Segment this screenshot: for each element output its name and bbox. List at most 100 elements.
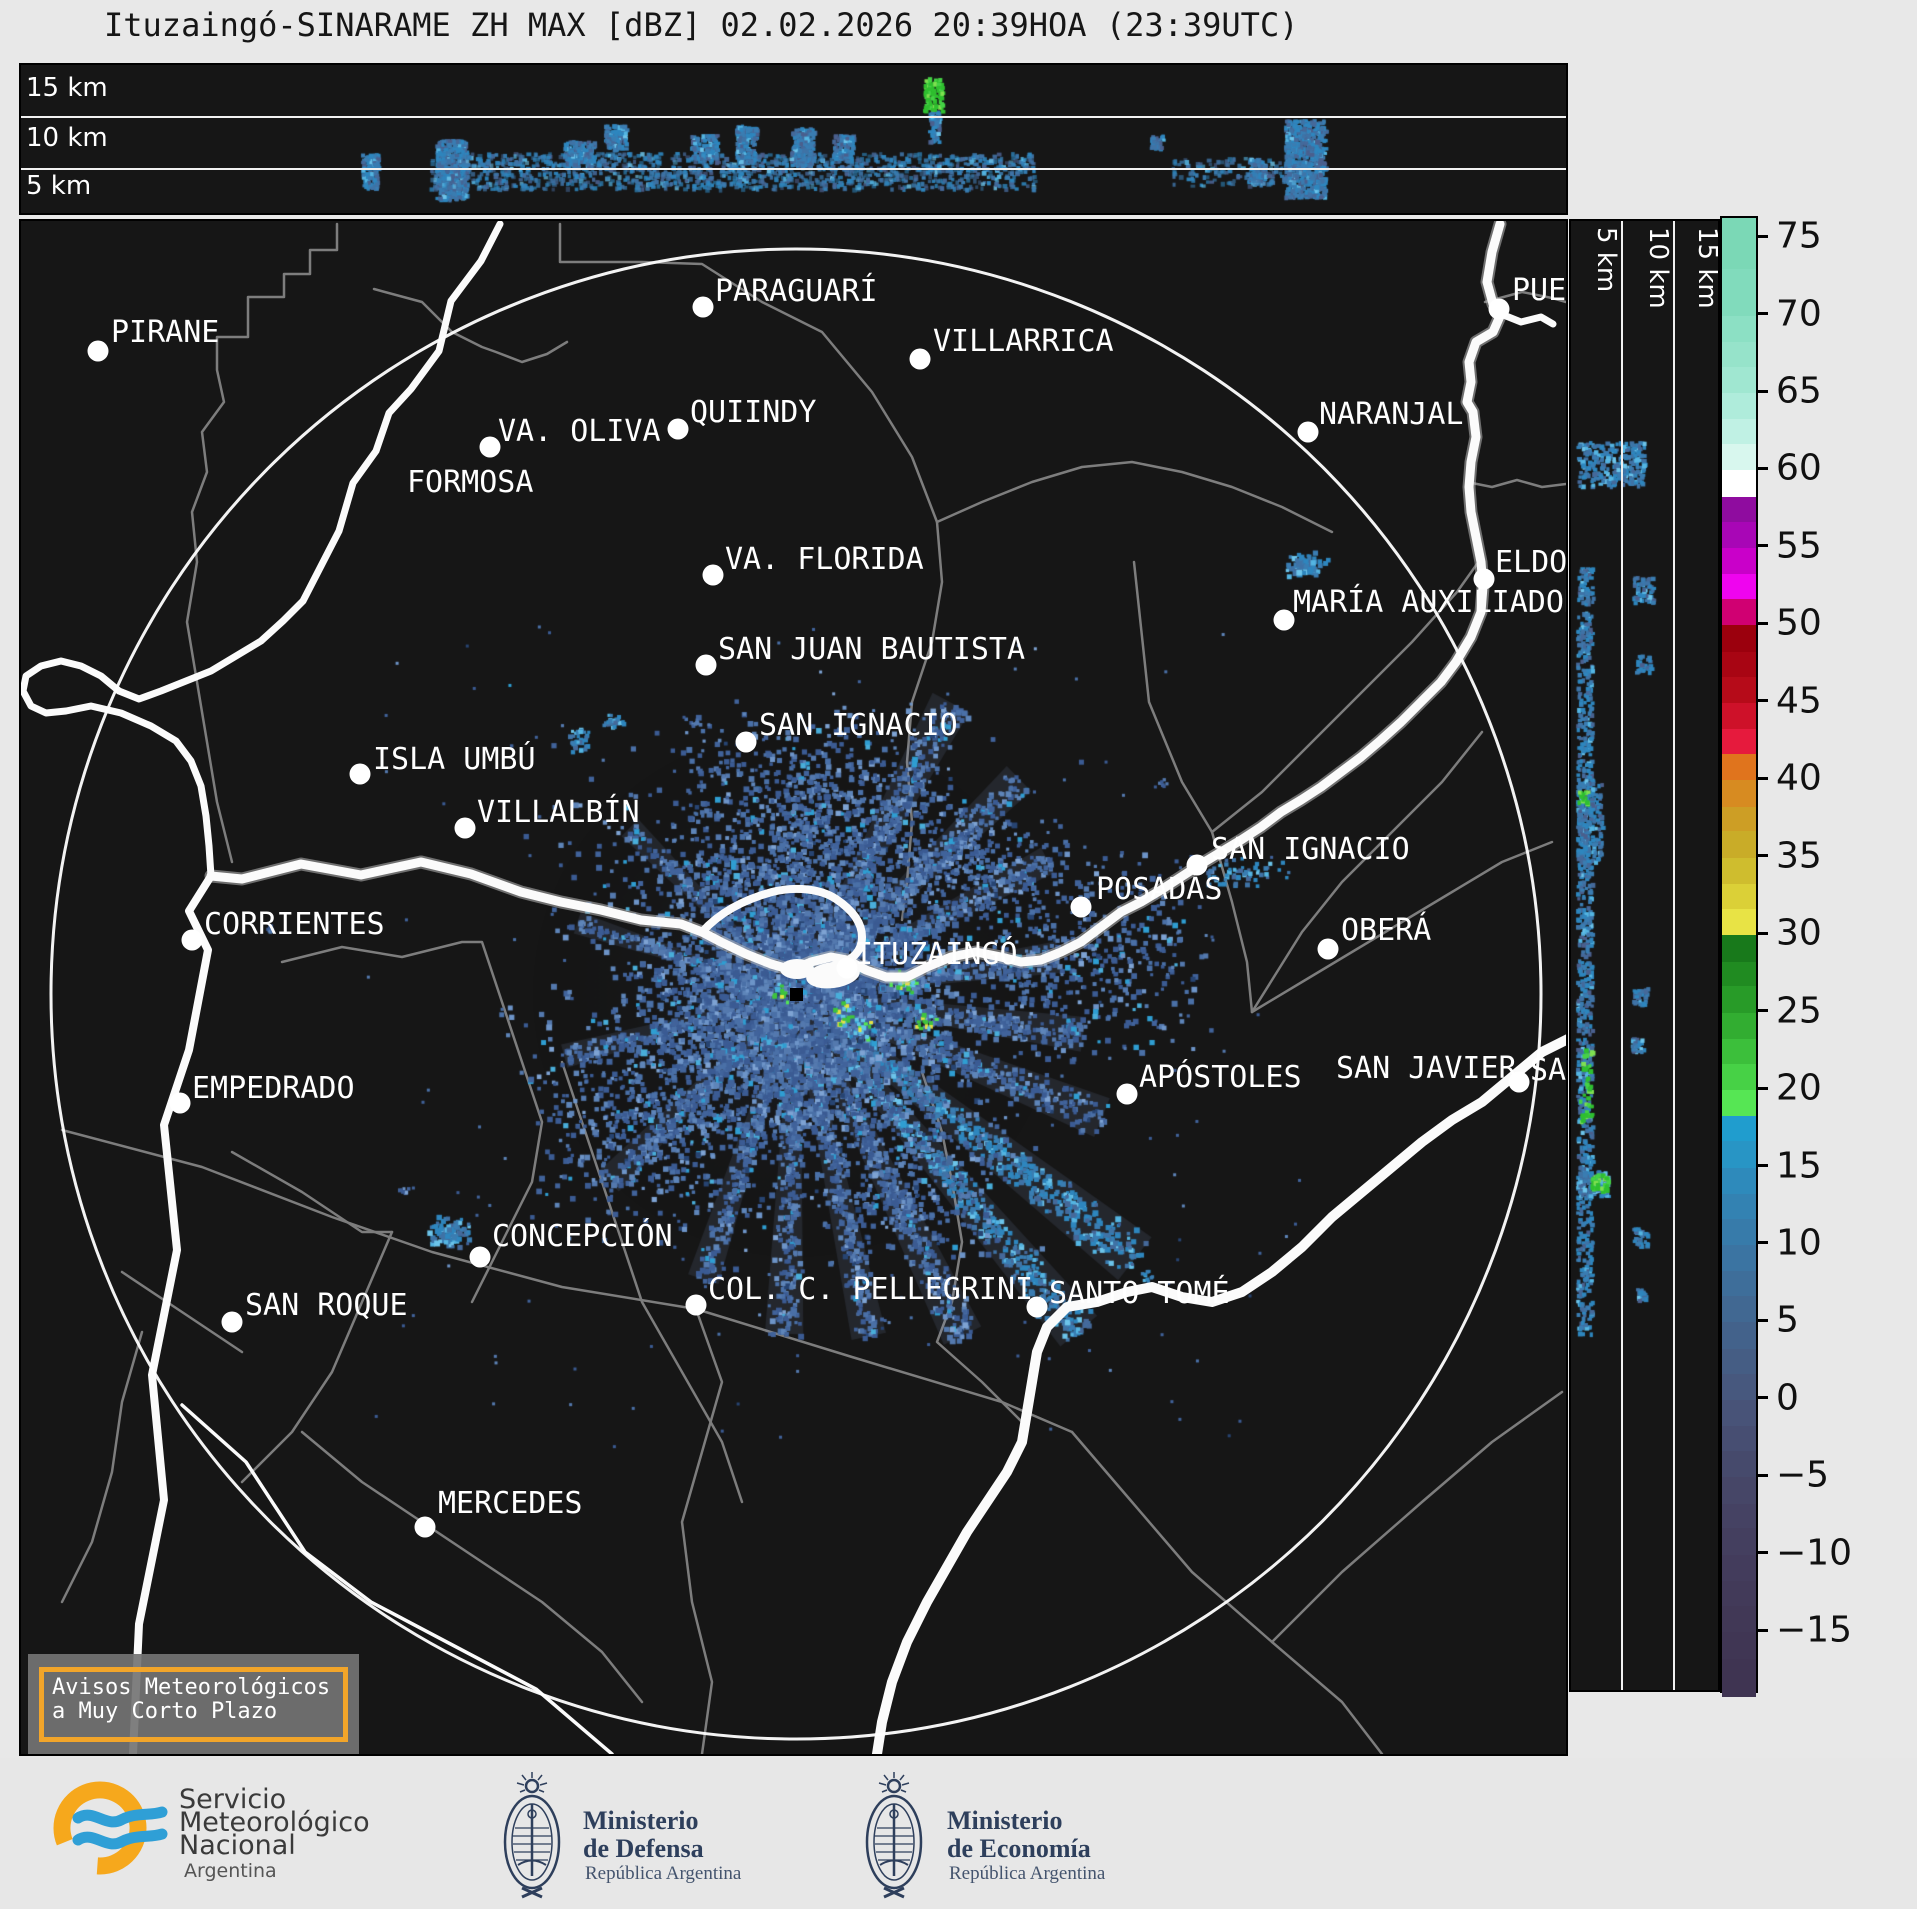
range-ring-120km xyxy=(49,247,1543,1741)
right-panel-5km-line xyxy=(1621,221,1623,1690)
city-label: VILLARRICA xyxy=(933,324,1114,359)
colorbar-tick-label: 25 xyxy=(1776,990,1822,1032)
colorbar-tick xyxy=(1758,312,1768,316)
colorbar-tick xyxy=(1758,544,1768,548)
city-dot xyxy=(1488,298,1510,320)
top-panel-label-10km: 10 km xyxy=(26,123,108,153)
city-label: ITUZAINGÓ xyxy=(855,937,1018,972)
city-dot xyxy=(836,957,858,979)
colorbar-tick-label: 50 xyxy=(1776,602,1822,644)
economia-line3: República Argentina xyxy=(949,1863,1106,1884)
right-panel-label-5km: 5 km xyxy=(1591,227,1621,293)
colorbar-tick xyxy=(1758,1551,1768,1555)
colorbar-tick xyxy=(1758,699,1768,703)
colorbar-tick-label: −10 xyxy=(1776,1532,1852,1574)
city-label: SAN JAVIER xyxy=(1336,1051,1517,1086)
warning-box: Avisos Meteorológicos a Muy Corto Plazo xyxy=(28,1654,359,1754)
radar-site-marker xyxy=(790,988,803,1001)
colorbar-tick xyxy=(1758,389,1768,393)
right-cross-section-echoes xyxy=(1571,221,1718,1690)
city-dot xyxy=(702,564,724,586)
city-label: EMPEDRADO xyxy=(192,1071,355,1106)
colorbar-tick xyxy=(1758,1318,1768,1322)
city-label: SAN xyxy=(1530,1053,1567,1088)
colorbar-tick xyxy=(1758,1086,1768,1090)
smn-name-line1: Servicio xyxy=(179,1784,287,1815)
city-dot xyxy=(1473,568,1495,590)
city-dot xyxy=(1297,421,1319,443)
colorbar-tick xyxy=(1758,854,1768,858)
colorbar-tick-label: 35 xyxy=(1776,835,1822,877)
city-dot xyxy=(87,340,109,362)
city-dot xyxy=(469,1246,491,1268)
city-dot xyxy=(692,296,714,318)
colorbar-tick-label: 5 xyxy=(1776,1299,1799,1341)
defensa-line2: de Defensa xyxy=(583,1834,704,1863)
dbz-colorbar xyxy=(1720,216,1758,1697)
top-panel-10km-line xyxy=(21,116,1566,118)
city-dot xyxy=(735,731,757,753)
warning-box-text: Avisos Meteorológicos a Muy Corto Plazo xyxy=(52,1675,331,1724)
colorbar-tick-label: 60 xyxy=(1776,447,1822,489)
defensa-crest-icon xyxy=(503,1772,561,1899)
colorbar-tick-label: 70 xyxy=(1776,293,1822,335)
city-label: SAN JUAN BAUTISTA xyxy=(718,632,1026,667)
city-label: VA. FLORIDA xyxy=(725,542,924,577)
city-dot xyxy=(1070,896,1092,918)
city-label: ISLA UMBÚ xyxy=(373,742,536,777)
warning-box-border xyxy=(39,1667,348,1742)
city-dot xyxy=(1317,938,1339,960)
colorbar-tick-label: −5 xyxy=(1776,1454,1830,1496)
city-dot xyxy=(685,1294,707,1316)
page-title: Ituzaingó-SINARAME ZH MAX [dBZ] 02.02.20… xyxy=(104,6,1299,44)
colorbar-tick xyxy=(1758,621,1768,625)
city-label: POSADAS xyxy=(1096,872,1223,907)
colorbar-tick-label: 55 xyxy=(1776,525,1822,567)
colorbar-tick xyxy=(1758,1009,1768,1013)
colorbar-tick xyxy=(1758,1164,1768,1168)
colorbar-tick xyxy=(1758,1628,1768,1632)
colorbar-tick-label: 10 xyxy=(1776,1222,1822,1264)
smn-name-line2: Meteorológico xyxy=(179,1807,370,1838)
city-dot xyxy=(1116,1083,1138,1105)
top-cross-section-panel: 15 km 10 km 5 km xyxy=(19,63,1568,215)
city-dot xyxy=(221,1311,243,1333)
colorbar-tick-label: 75 xyxy=(1776,215,1822,257)
city-label: PUERTO xyxy=(1512,273,1567,308)
colorbar-tick xyxy=(1758,1396,1768,1400)
smn-logo xyxy=(53,1781,168,1875)
city-label: SANTO TOMÉ xyxy=(1049,1276,1230,1311)
economia-crest-icon xyxy=(865,1772,923,1899)
top-panel-5km-line xyxy=(21,168,1566,170)
colorbar-tick xyxy=(1758,466,1768,470)
economia-line1: Ministerio xyxy=(947,1806,1063,1835)
colorbar-tick-label: 30 xyxy=(1776,912,1822,954)
colorbar-tick xyxy=(1758,931,1768,935)
city-dot xyxy=(1508,1071,1530,1093)
city-label: PARAGUARÍ xyxy=(715,274,878,309)
top-cross-section-echoes xyxy=(21,65,1566,213)
right-cross-section-panel: 5 km 10 km 15 km xyxy=(1569,219,1720,1692)
radar-echo-field xyxy=(21,221,1566,1754)
city-label: OBERÁ xyxy=(1341,913,1432,948)
city-label: SAN ROQUE xyxy=(245,1288,408,1323)
city-dot xyxy=(349,763,371,785)
colorbar-tick xyxy=(1758,1241,1768,1245)
city-label: APÓSTOLES xyxy=(1139,1060,1302,1095)
city-label: SAN IGNACIO xyxy=(759,708,958,743)
city-dot xyxy=(479,436,501,458)
city-label: ELDORADO xyxy=(1495,545,1568,580)
city-dot xyxy=(1026,1296,1048,1318)
city-dot xyxy=(414,1516,436,1538)
colorbar-tick-label: 65 xyxy=(1776,370,1822,412)
smn-name-line3: Nacional xyxy=(179,1830,296,1861)
economia-line2: de Economía xyxy=(947,1834,1091,1863)
colorbar-tick xyxy=(1758,776,1768,780)
colorbar-tick-label: 0 xyxy=(1776,1377,1799,1419)
city-label: COL. C. PELLEGRINI xyxy=(708,1272,1034,1307)
city-dot xyxy=(667,418,689,440)
city-label: QUIINDY xyxy=(690,395,817,430)
city-dot xyxy=(695,654,717,676)
right-panel-10km-line xyxy=(1673,221,1675,1690)
